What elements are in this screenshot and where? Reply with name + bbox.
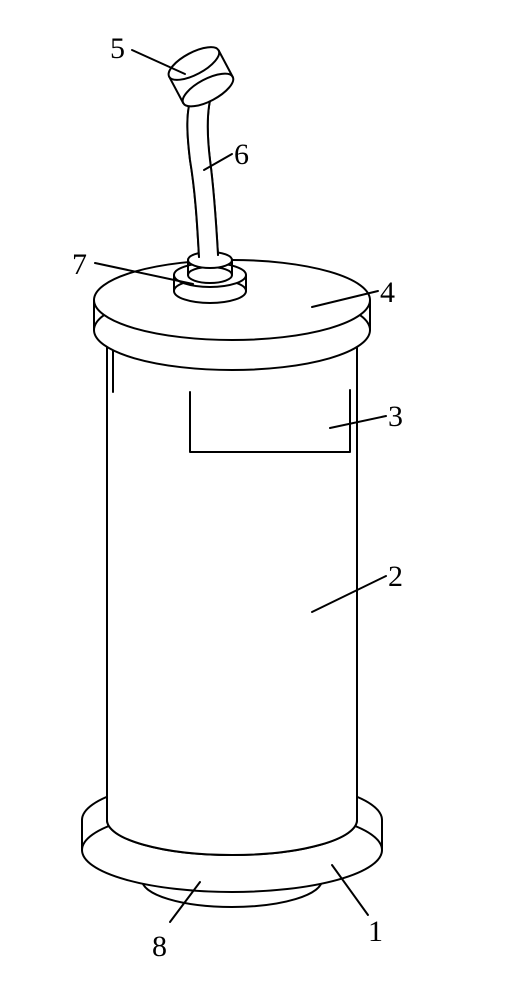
label-8: 8 bbox=[152, 930, 167, 964]
label-5: 5 bbox=[110, 32, 125, 66]
label-3: 3 bbox=[388, 400, 403, 434]
label-4: 4 bbox=[380, 276, 395, 310]
curved-stem bbox=[187, 90, 218, 257]
diagram-stage: 5 6 7 4 3 2 1 8 bbox=[0, 0, 521, 1000]
main-cylinder-body bbox=[107, 330, 357, 855]
label-2: 2 bbox=[388, 560, 403, 594]
label-1: 1 bbox=[368, 915, 383, 949]
label-6: 6 bbox=[234, 138, 249, 172]
device-drawing bbox=[0, 0, 521, 1000]
label-7: 7 bbox=[72, 248, 87, 282]
nozzle-cap bbox=[164, 41, 238, 113]
